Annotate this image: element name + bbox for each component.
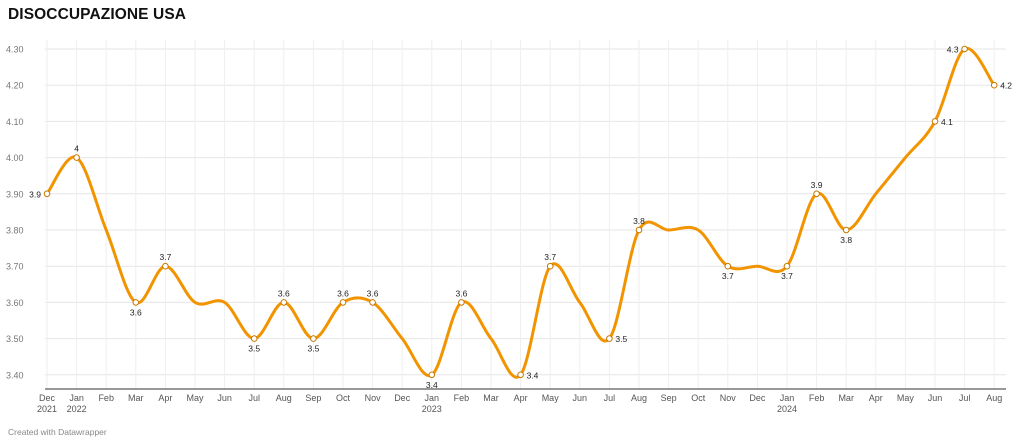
data-point-marker <box>43 190 51 198</box>
data-label: 4.1 <box>941 117 953 127</box>
y-tick-label: 3.40 <box>6 370 24 380</box>
data-label: 3.6 <box>130 307 142 317</box>
data-label: 3.5 <box>615 334 627 344</box>
x-tick-label: Jun <box>928 393 943 403</box>
x-tick-label: Dec <box>39 393 56 403</box>
data-label: 3.4 <box>527 370 539 380</box>
x-tick-label: Apr <box>514 393 528 403</box>
data-point-marker <box>783 262 791 270</box>
data-point-marker <box>310 335 317 342</box>
x-tick-label: Feb <box>98 393 114 403</box>
x-tick-label: Aug <box>631 393 647 403</box>
data-point-marker <box>517 371 524 379</box>
data-point-marker <box>842 226 850 234</box>
y-tick-label: 3.60 <box>6 298 24 308</box>
x-tick-label: Jan <box>425 393 440 403</box>
data-label: 4.3 <box>947 45 959 55</box>
data-point-marker <box>931 118 939 125</box>
y-tick-label: 4.30 <box>6 45 24 55</box>
x-tick-label: Jan <box>780 393 795 403</box>
x-tick-label: Jun <box>573 393 588 403</box>
data-label: 3.7 <box>544 252 556 262</box>
y-tick-label: 3.70 <box>6 262 24 272</box>
x-tick-label: Feb <box>454 393 470 403</box>
y-tick-label: 3.90 <box>6 189 24 199</box>
data-label: 3.8 <box>633 216 645 226</box>
data-point-marker <box>961 45 968 53</box>
x-tick-label: Oct <box>336 393 351 403</box>
data-point-marker <box>458 299 465 306</box>
x-tick-label: Jun <box>217 393 232 403</box>
x-tick-label: Aug <box>986 393 1002 403</box>
data-point-marker <box>606 335 613 342</box>
x-tick-label: Apr <box>158 393 172 403</box>
x-tick-label: Jul <box>604 393 616 403</box>
data-label: 3.4 <box>426 380 438 390</box>
x-tick-label: Dec <box>394 393 411 403</box>
data-label: 3.7 <box>159 252 171 262</box>
data-point-marker <box>339 299 347 306</box>
data-point-marker <box>369 299 376 306</box>
data-label: 3.8 <box>840 235 852 245</box>
data-point-marker <box>546 262 554 270</box>
chart-title: DISOCCUPAZIONE USA <box>8 6 187 23</box>
credit-text: Created with Datawrapper <box>8 427 107 437</box>
y-tick-label: 4.00 <box>6 153 24 163</box>
x-tick-label: Mar <box>128 393 144 403</box>
data-point-marker <box>132 299 140 306</box>
data-label: 3.7 <box>722 271 734 281</box>
x-tick-label: Apr <box>869 393 883 403</box>
series-line <box>45 47 996 379</box>
data-label: 3.6 <box>367 288 379 298</box>
data-point-marker <box>162 262 169 270</box>
x-tick-label: Jan <box>69 393 84 403</box>
data-label: 3.5 <box>248 344 260 354</box>
x-tick-label: Nov <box>365 393 382 403</box>
data-point-marker <box>73 154 80 161</box>
x-tick-year-label: 2022 <box>67 404 87 414</box>
x-tick-year-label: 2021 <box>37 404 57 414</box>
x-tick-label: Sep <box>661 393 677 403</box>
data-label: 3.7 <box>781 271 793 281</box>
y-tick-label: 3.80 <box>6 226 24 236</box>
data-point-marker <box>250 335 258 342</box>
x-tick-label: Mar <box>483 393 499 403</box>
y-tick-label: 4.20 <box>6 81 24 91</box>
x-tick-label: Feb <box>809 393 825 403</box>
x-tick-year-label: 2024 <box>777 404 797 414</box>
data-point-marker <box>635 226 643 234</box>
x-tick-label: Jul <box>248 393 260 403</box>
x-tick-label: May <box>897 393 915 403</box>
data-point-marker <box>724 262 732 270</box>
x-tick-label: Nov <box>720 393 737 403</box>
data-point-marker <box>428 371 436 379</box>
x-tick-label: Mar <box>838 393 854 403</box>
x-tick-label: Oct <box>691 393 706 403</box>
data-label: 3.5 <box>307 344 319 354</box>
data-point-marker <box>990 81 998 89</box>
x-tick-label: Dec <box>749 393 766 403</box>
data-label: 3.9 <box>29 189 41 199</box>
x-tick-label: Sep <box>305 393 321 403</box>
data-label: 3.6 <box>278 288 290 298</box>
data-point-marker <box>813 190 820 198</box>
x-tick-year-label: 2023 <box>422 404 442 414</box>
data-label: 4 <box>74 144 79 154</box>
x-tick-label: May <box>542 393 560 403</box>
data-label: 3.9 <box>811 180 823 190</box>
data-label: 3.6 <box>337 288 349 298</box>
x-tick-label: May <box>186 393 204 403</box>
y-tick-label: 4.10 <box>6 117 24 127</box>
data-label: 3.6 <box>455 288 467 298</box>
data-label: 4.2 <box>1000 81 1012 91</box>
data-point-marker <box>280 299 288 306</box>
y-tick-label: 3.50 <box>6 334 24 344</box>
x-tick-label: Aug <box>276 393 292 403</box>
x-tick-label: Jul <box>959 393 971 403</box>
